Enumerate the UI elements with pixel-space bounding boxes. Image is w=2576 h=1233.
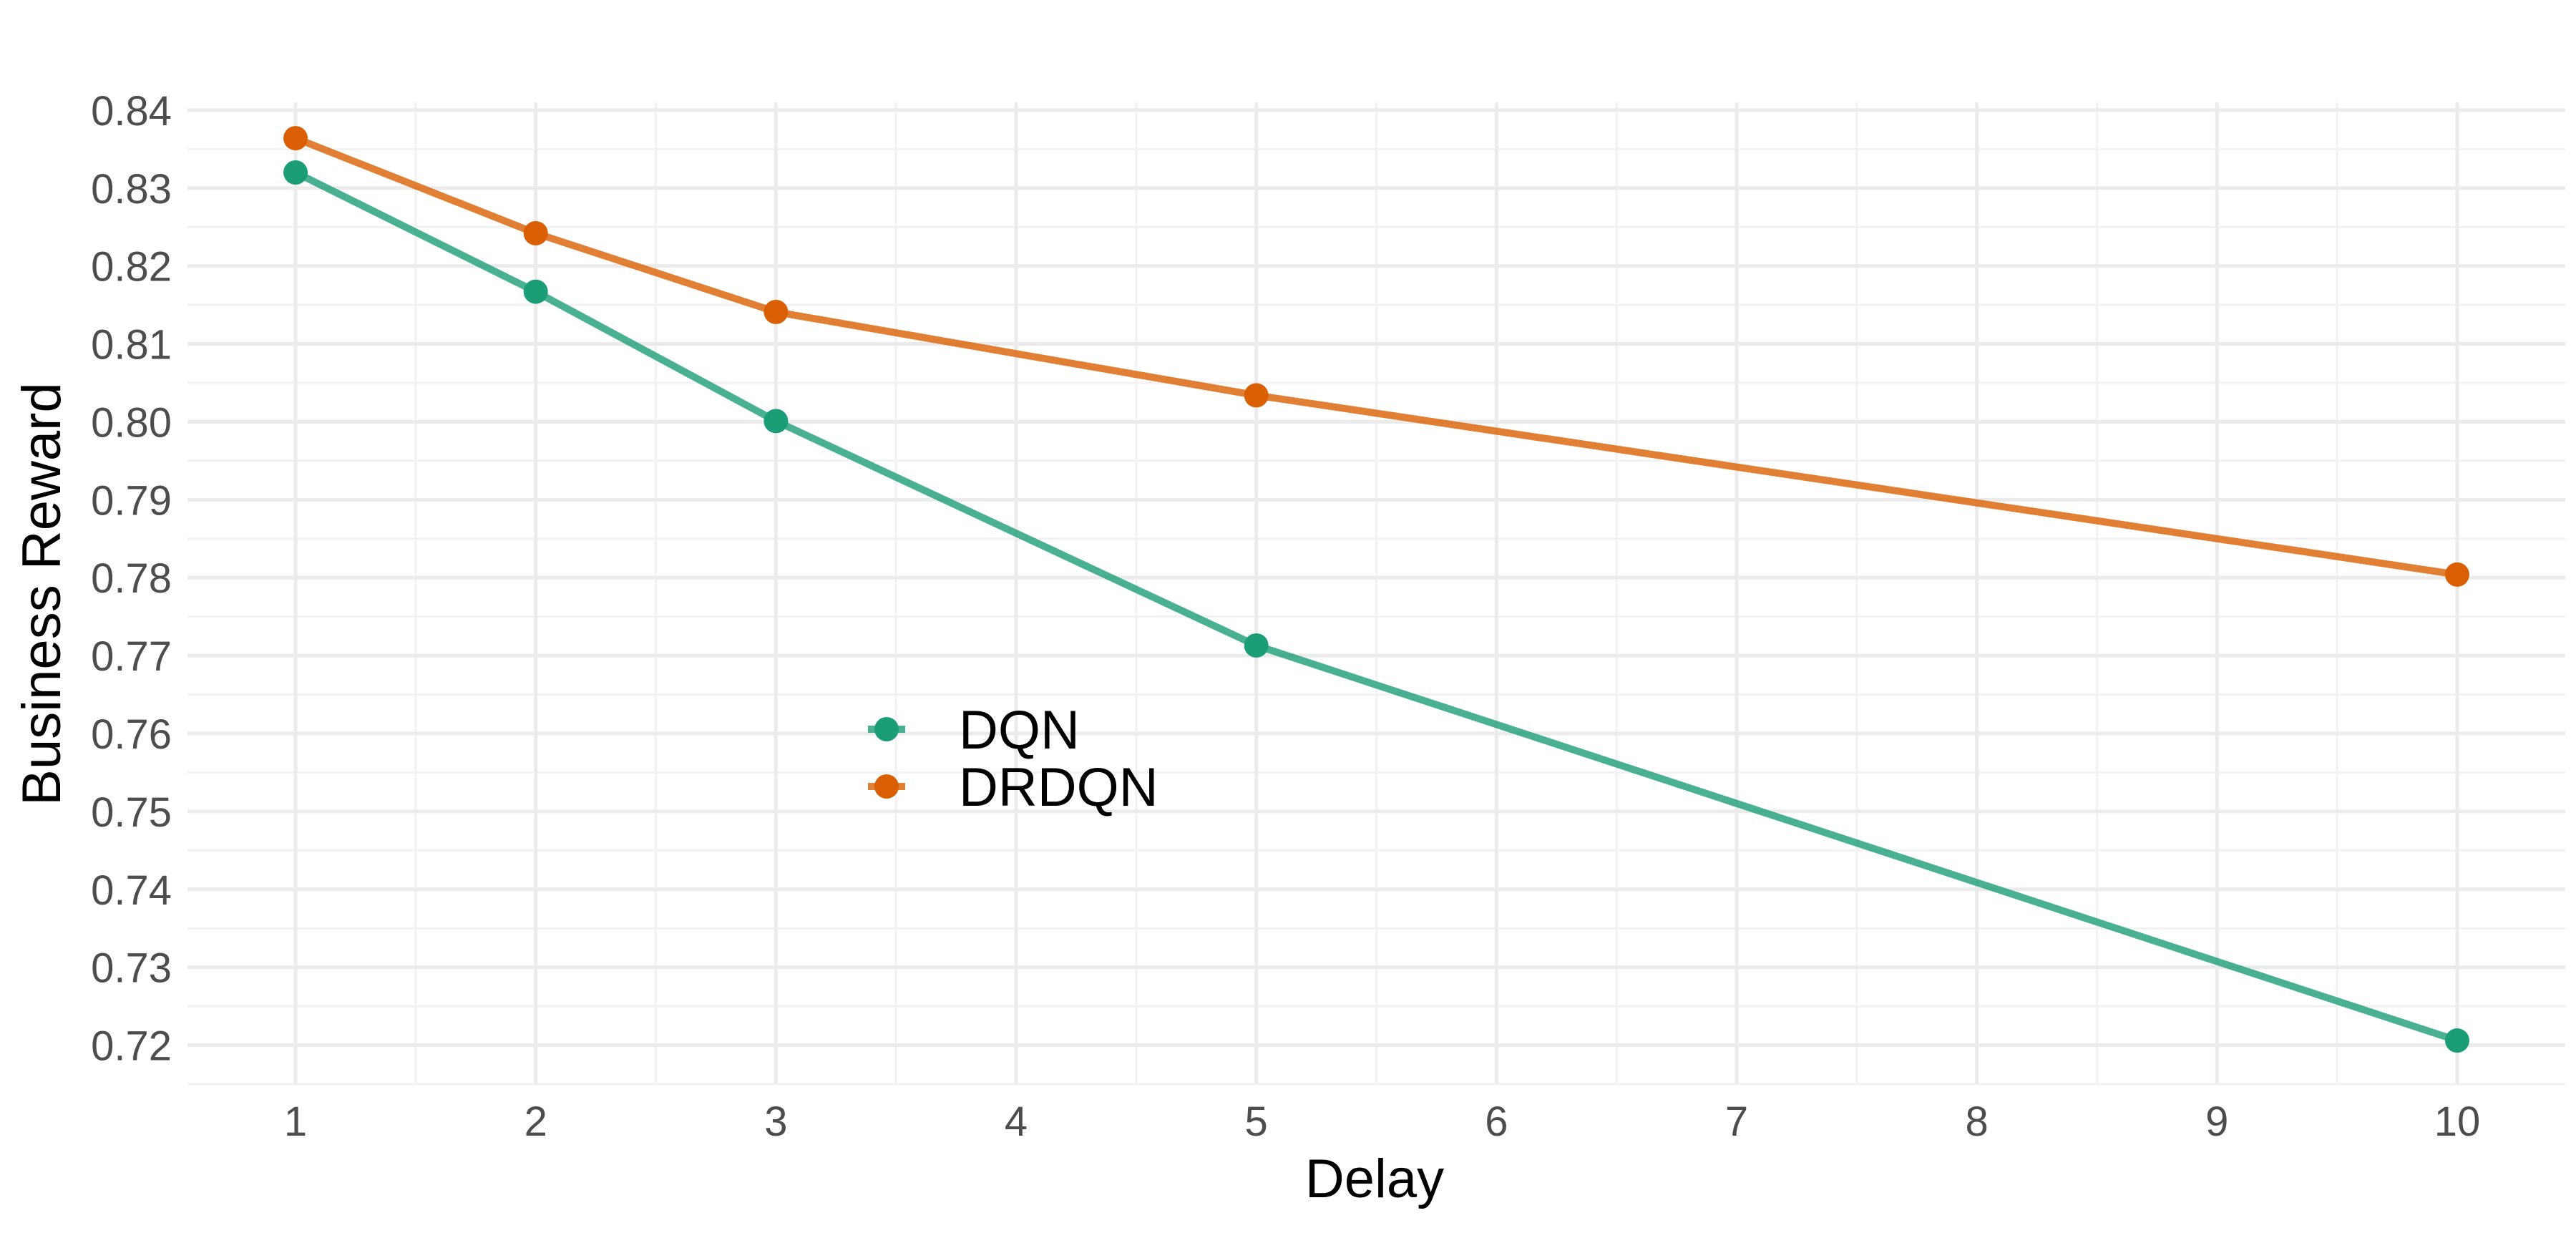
series-layer [283, 126, 2469, 1053]
legend-label-dqn: DQN [959, 700, 1080, 761]
y-tick-label: 0.81 [91, 322, 172, 369]
y-tick-label: 0.79 [91, 477, 172, 524]
data-point-drdqn [283, 126, 308, 151]
x-tick-label: 7 [1725, 1098, 1748, 1145]
y-tick-label: 0.72 [91, 1023, 172, 1070]
data-point-drdqn [2444, 562, 2469, 587]
y-tick-label: 0.80 [91, 399, 172, 446]
x-tick-label: 10 [2434, 1098, 2481, 1145]
data-point-dqn [763, 409, 789, 434]
data-point-drdqn [763, 299, 789, 324]
y-tick-label: 0.78 [91, 555, 172, 602]
data-point-drdqn [1244, 383, 1269, 408]
y-tick-label: 0.74 [91, 867, 172, 914]
x-axis-ticks: 1 2 3 4 5 6 7 8 9 10 [284, 1098, 2480, 1145]
x-tick-label: 4 [1005, 1098, 1028, 1145]
x-tick-label: 2 [525, 1098, 547, 1145]
x-tick-label: 6 [1485, 1098, 1508, 1145]
y-tick-label: 0.75 [91, 789, 172, 836]
data-point-dqn [1244, 633, 1269, 658]
x-tick-label: 8 [1966, 1098, 1989, 1145]
x-axis-title: Delay [1305, 1149, 1444, 1209]
data-point-dqn [2444, 1028, 2469, 1053]
legend-label-drdqn: DRDQN [959, 757, 1158, 818]
data-point-dqn [283, 160, 308, 185]
y-tick-label: 0.83 [91, 166, 172, 213]
data-point-dqn [523, 279, 548, 304]
x-tick-label: 5 [1245, 1098, 1268, 1145]
y-tick-label: 0.84 [91, 88, 172, 135]
legend-key-point-dqn [874, 717, 899, 741]
legend-key-point-drdqn [874, 774, 899, 799]
y-tick-label: 0.76 [91, 711, 172, 758]
data-point-drdqn [523, 220, 548, 245]
y-tick-label: 0.73 [91, 945, 172, 992]
grid [187, 102, 2565, 1086]
y-axis-title: Business Reward [11, 382, 72, 805]
x-tick-label: 1 [284, 1098, 307, 1145]
y-tick-label: 0.77 [91, 633, 172, 680]
x-tick-label: 9 [2205, 1098, 2228, 1145]
y-axis-ticks: 0.72 0.73 0.74 0.75 0.76 0.77 0.78 0.79 0.80 0.81… [91, 88, 172, 1070]
y-tick-label: 0.82 [91, 244, 172, 291]
x-tick-label: 3 [764, 1098, 787, 1145]
